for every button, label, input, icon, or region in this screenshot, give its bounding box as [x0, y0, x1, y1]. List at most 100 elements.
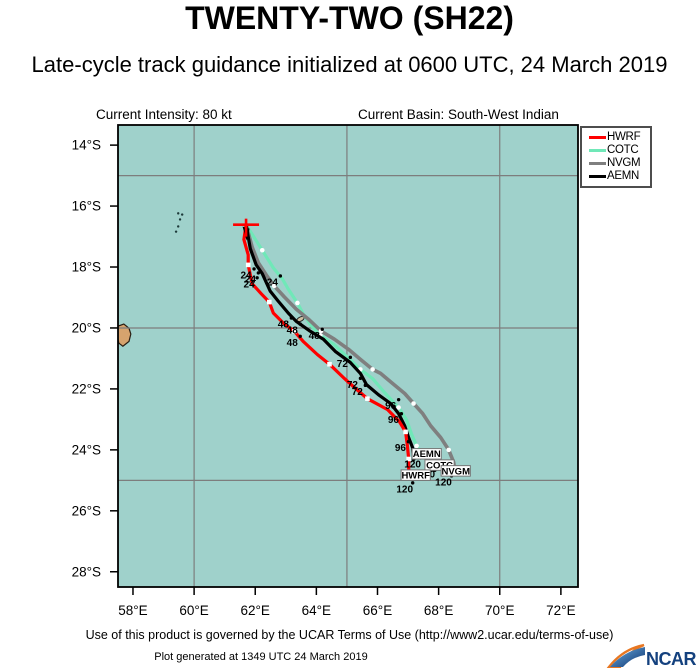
x-tick-label: 72°E	[546, 603, 575, 618]
legend-label: NVGM	[607, 157, 641, 169]
hour-label-96: 96	[385, 401, 397, 412]
track-marker-square	[292, 329, 297, 334]
hour-dot	[298, 334, 302, 338]
hour-dot	[255, 276, 259, 280]
x-tick-label: 70°E	[485, 603, 514, 618]
legend-swatch-aemn	[589, 174, 606, 179]
model-label-box-nvgm	[440, 465, 471, 477]
ncar-logo-swoosh	[606, 643, 645, 668]
legend-item-aemn: AEMN	[589, 170, 648, 182]
islet-speck	[178, 218, 182, 221]
track-marker-square	[266, 299, 272, 305]
y-tick-label: 28°S	[72, 564, 101, 579]
hour-label-72: 72	[337, 359, 349, 370]
legend-item-hwrf: HWRF	[589, 131, 648, 143]
legend-item-cotc: COTC	[589, 144, 648, 156]
track-marker-circle	[446, 447, 452, 453]
track-marker-square	[406, 456, 411, 462]
hour-label-120: 120	[404, 459, 421, 470]
current-intensity-label: Current Intensity: 80 kt	[96, 107, 232, 122]
map-content: 2424242448484848727272969696120120120120…	[118, 125, 578, 587]
map-frame	[117, 124, 579, 588]
hour-label-48: 48	[287, 338, 299, 349]
y-tick-label: 26°S	[72, 503, 101, 518]
model-label-box-cotc	[424, 459, 455, 471]
islet-speck	[177, 212, 180, 215]
x-tick-label: 66°E	[363, 603, 392, 618]
terms-of-use: Use of this product is governed by the U…	[85, 628, 614, 642]
islet-speck	[180, 213, 184, 216]
hour-label-48: 48	[309, 331, 321, 342]
hour-label-96: 96	[388, 415, 400, 426]
model-label-text-nvgm: NVGM	[441, 466, 470, 477]
model-label-text-cotc: COTC	[426, 461, 453, 472]
track-hwrf	[242, 223, 411, 474]
model-label-text-hwrf: HWRF	[401, 471, 430, 482]
legend-item-nvgm: NVGM	[589, 157, 648, 169]
hour-label-120: 120	[396, 484, 413, 495]
hour-label-24: 24	[241, 270, 253, 281]
track-marker-circle	[370, 367, 375, 372]
track-marker-square	[365, 396, 370, 401]
y-tick-label: 20°S	[72, 320, 101, 335]
track-cotc	[244, 223, 437, 472]
x-tick-label: 60°E	[179, 603, 208, 618]
generated-at: Plot generated at 1349 UTC 24 March 2019	[154, 651, 368, 663]
track-marker-circle	[271, 283, 277, 289]
hour-label-72: 72	[347, 380, 359, 391]
legend-label: AEMN	[607, 170, 640, 182]
y-tick-label: 18°S	[72, 260, 101, 275]
hour-dot	[289, 316, 294, 320]
island-mauritius	[118, 323, 132, 348]
legend-swatch-nvgm	[589, 161, 606, 166]
y-tick-label: 16°S	[72, 199, 101, 214]
hour-dot	[278, 274, 283, 278]
current-basin-label: Current Basin: South-West Indian	[358, 107, 559, 122]
hour-dot	[396, 397, 401, 402]
hour-label-24: 24	[267, 277, 279, 288]
x-tick-label: 64°E	[302, 603, 331, 618]
hour-dot	[363, 383, 368, 388]
legend-label: HWRF	[607, 131, 641, 143]
hour-dot	[252, 267, 256, 271]
track-marker-square	[403, 429, 408, 435]
hour-label-48: 48	[287, 326, 299, 337]
hour-label-24: 24	[244, 279, 256, 290]
legend-swatch-hwrf	[589, 135, 606, 140]
y-tick-label: 24°S	[72, 442, 101, 457]
model-label-box-aemn	[411, 448, 442, 460]
track-marker-square	[327, 361, 332, 367]
islet-speck	[174, 230, 178, 233]
hour-dot	[410, 481, 415, 485]
page-subtitle: Late-cycle track guidance initialized at…	[31, 52, 668, 77]
logo-swoosh-shape	[610, 647, 645, 667]
y-tick-label: 14°S	[72, 138, 101, 153]
hour-dot	[399, 411, 404, 416]
track-marker-circle	[414, 443, 419, 449]
hour-dot	[358, 376, 363, 381]
y-tick-label: 22°S	[72, 381, 101, 396]
legend-swatch-cotc	[589, 148, 606, 153]
x-tick-label: 62°E	[241, 603, 270, 618]
hour-dot	[298, 322, 302, 326]
hour-dot	[320, 327, 324, 331]
model-label-text-aemn: AEMN	[413, 449, 441, 460]
hour-dot	[256, 271, 261, 275]
x-tick-label: 58°E	[118, 603, 147, 618]
page-title: TWENTY-TWO (SH22)	[185, 0, 514, 36]
legend: HWRF COTC NVGM AEMN	[580, 126, 652, 188]
hour-label-96: 96	[395, 443, 407, 454]
hour-label-120: 120	[435, 477, 452, 488]
ncar-logo-text: NCAR	[646, 649, 697, 669]
track-marker-circle	[396, 405, 401, 410]
track-aemn	[244, 223, 416, 461]
hour-label-24: 24	[245, 274, 257, 285]
hour-label-48: 48	[278, 320, 290, 331]
hour-dot	[406, 440, 411, 444]
track-marker-circle	[259, 247, 265, 253]
ncar-logo: NCAR	[606, 639, 697, 669]
legend-label: COTC	[607, 144, 639, 156]
model-label-box-hwrf	[400, 469, 431, 481]
track-nvgm	[244, 222, 458, 476]
